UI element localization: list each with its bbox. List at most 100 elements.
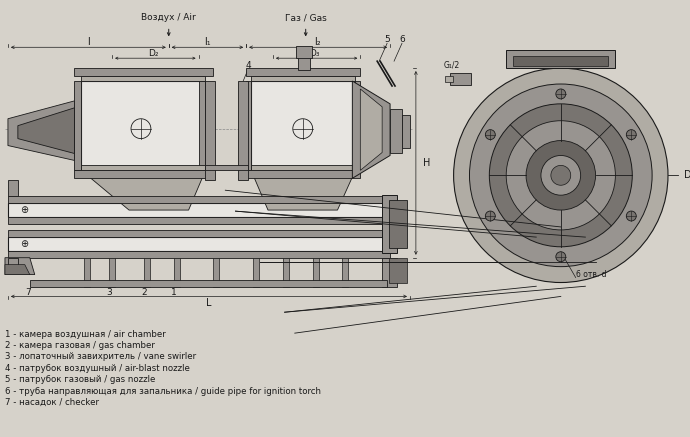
Bar <box>199 81 206 170</box>
Bar <box>81 165 206 170</box>
Bar <box>213 258 219 288</box>
Circle shape <box>131 119 151 139</box>
Bar <box>389 258 407 282</box>
Circle shape <box>556 89 566 99</box>
Bar <box>390 109 402 153</box>
Text: 6 - труба направляющая для запальника / guide pipe for ignition torch: 6 - труба направляющая для запальника / … <box>5 387 321 396</box>
Bar <box>246 170 360 178</box>
Bar <box>355 81 360 170</box>
Bar <box>81 76 206 81</box>
Text: D₃: D₃ <box>309 49 320 58</box>
Bar <box>313 258 319 288</box>
Text: 1: 1 <box>171 288 177 297</box>
Bar <box>296 46 312 58</box>
Circle shape <box>556 252 566 262</box>
Circle shape <box>541 156 581 195</box>
Bar <box>251 81 355 170</box>
Bar <box>8 203 390 217</box>
Text: 4: 4 <box>246 61 251 69</box>
Polygon shape <box>5 258 34 274</box>
Text: l₂: l₂ <box>315 37 321 47</box>
Bar <box>8 196 390 203</box>
Circle shape <box>485 211 495 221</box>
Text: 6 отв. d: 6 отв. d <box>575 270 607 279</box>
Text: 6: 6 <box>399 35 405 44</box>
Bar <box>8 251 390 258</box>
Polygon shape <box>5 265 30 274</box>
Bar <box>251 165 355 170</box>
Text: Газ / Gas: Газ / Gas <box>285 13 326 22</box>
Circle shape <box>453 68 668 282</box>
Text: D₂: D₂ <box>148 49 159 58</box>
Bar <box>298 56 310 70</box>
Circle shape <box>293 119 313 139</box>
Bar <box>238 81 248 180</box>
Circle shape <box>506 121 615 230</box>
Polygon shape <box>81 170 206 210</box>
Polygon shape <box>18 108 75 153</box>
Polygon shape <box>88 175 199 205</box>
Circle shape <box>485 130 495 139</box>
Text: 1 - камера воздушная / air chamber: 1 - камера воздушная / air chamber <box>5 329 166 339</box>
Text: 7: 7 <box>25 288 30 297</box>
Bar <box>109 258 115 288</box>
Bar <box>402 115 410 148</box>
Text: 2: 2 <box>141 288 147 297</box>
Circle shape <box>526 141 595 210</box>
Text: l₁: l₁ <box>204 37 210 47</box>
Bar <box>75 81 81 170</box>
Text: 3 - лопаточный завихритель / vane swirler: 3 - лопаточный завихритель / vane swirle… <box>5 353 196 361</box>
Bar <box>389 200 407 248</box>
Bar <box>144 258 150 288</box>
Bar <box>8 217 390 224</box>
Text: G₁/2: G₁/2 <box>444 61 460 69</box>
Text: L: L <box>206 298 211 309</box>
Circle shape <box>627 130 636 139</box>
Bar <box>174 258 179 288</box>
Polygon shape <box>8 101 75 160</box>
Text: H: H <box>423 159 430 168</box>
Bar <box>75 170 213 178</box>
Text: l: l <box>87 37 90 47</box>
Bar <box>206 165 248 170</box>
Bar <box>444 76 453 82</box>
Bar <box>251 76 355 81</box>
Bar <box>450 73 471 85</box>
Bar <box>81 81 206 170</box>
Circle shape <box>489 104 632 247</box>
Text: 4 - патрубок воздушный / air-blast nozzle: 4 - патрубок воздушный / air-blast nozzl… <box>5 364 190 373</box>
Bar <box>253 258 259 288</box>
Text: ⊕: ⊕ <box>20 205 28 215</box>
Polygon shape <box>251 170 355 210</box>
Text: 5 - патрубок газовый / gas nozzle: 5 - патрубок газовый / gas nozzle <box>5 375 155 384</box>
Bar <box>283 258 289 288</box>
Polygon shape <box>353 81 390 178</box>
Polygon shape <box>360 89 382 170</box>
Text: 2 - камера газовая / gas chamber: 2 - камера газовая / gas chamber <box>5 341 155 350</box>
Text: 5: 5 <box>384 35 390 44</box>
Bar <box>206 81 215 180</box>
Bar <box>8 180 18 196</box>
Bar <box>342 258 348 288</box>
Bar <box>246 81 251 170</box>
Bar <box>84 258 90 288</box>
Bar <box>30 280 387 288</box>
Bar <box>506 50 615 68</box>
Text: D: D <box>684 170 690 180</box>
Text: Воздух / Air: Воздух / Air <box>141 13 196 22</box>
Circle shape <box>551 165 571 185</box>
Circle shape <box>469 84 652 267</box>
Polygon shape <box>258 175 349 205</box>
Bar <box>246 68 360 76</box>
Bar <box>382 258 397 288</box>
Bar <box>8 230 390 237</box>
Bar <box>513 56 609 66</box>
Text: ⊕: ⊕ <box>20 239 28 249</box>
Bar <box>8 237 390 251</box>
Bar <box>382 195 397 253</box>
Bar <box>8 258 18 267</box>
Text: 3: 3 <box>106 288 112 297</box>
Text: 7 - насадок / checker: 7 - насадок / checker <box>5 398 99 407</box>
Bar <box>75 68 213 76</box>
Circle shape <box>627 211 636 221</box>
